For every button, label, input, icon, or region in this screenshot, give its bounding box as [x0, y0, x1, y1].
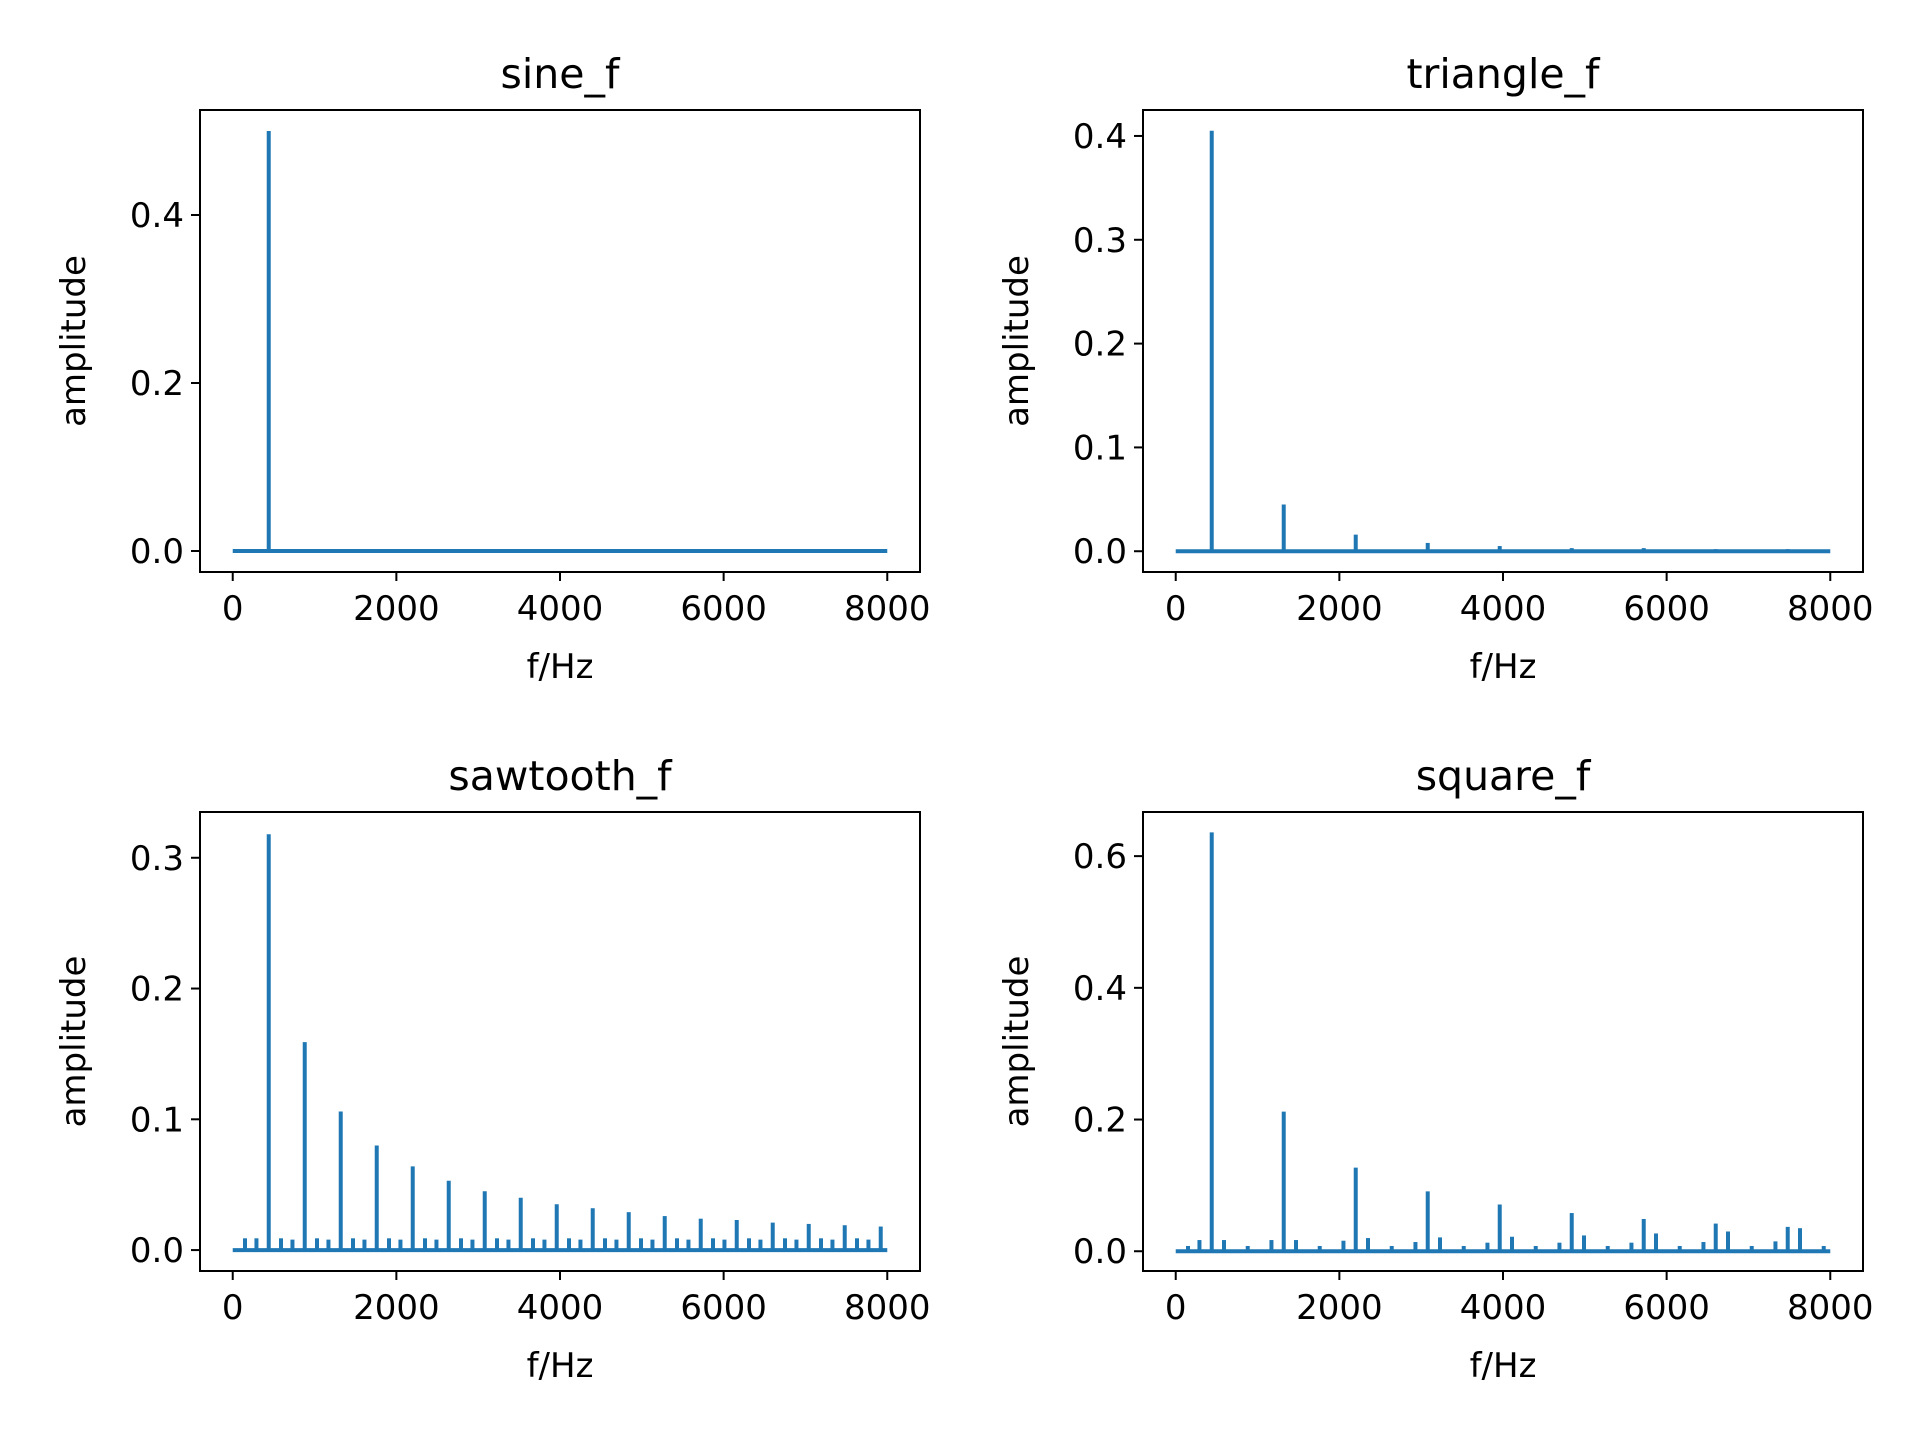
y-tick-label: 0.6: [1073, 837, 1127, 877]
y-axis-label: amplitude: [54, 255, 94, 427]
subplot-title: sine_f: [501, 50, 621, 98]
x-tick-label: 0: [1165, 589, 1187, 629]
y-tick-label: 0.4: [1073, 969, 1127, 1009]
x-tick-label: 8000: [1787, 1288, 1874, 1328]
y-tick-label: 0.2: [1073, 1101, 1127, 1141]
y-tick-label: 0.0: [1073, 1232, 1127, 1272]
y-tick-label: 0.4: [1073, 117, 1127, 157]
y-tick-label: 0.3: [130, 839, 184, 879]
x-tick-label: 6000: [1623, 589, 1710, 629]
y-tick-label: 0.2: [130, 364, 184, 404]
y-tick-label: 0.1: [130, 1100, 184, 1140]
x-tick-label: 0: [222, 1288, 244, 1328]
y-tick-label: 0.3: [1073, 221, 1127, 261]
x-tick-label: 4000: [1460, 589, 1547, 629]
x-tick-label: 4000: [1460, 1288, 1547, 1328]
x-tick-label: 2000: [1296, 589, 1383, 629]
subplot-sawtooth-f: 0 2000 4000 6000 8000 0.0 0.1 0.2 0.3 sawtooth_ff…: [54, 752, 931, 1386]
x-tick-label: 8000: [1787, 589, 1874, 629]
y-axis-label: amplitude: [997, 255, 1037, 427]
y-tick-label: 0.1: [1073, 428, 1127, 468]
y-tick-label: 0.2: [130, 970, 184, 1010]
x-axis-label: f/Hz: [1470, 1346, 1537, 1386]
y-tick-label: 0.4: [130, 196, 184, 236]
subplot-title: sawtooth_f: [448, 752, 673, 800]
x-tick-label: 2000: [353, 1288, 440, 1328]
x-axis-label: f/Hz: [527, 1346, 594, 1386]
x-tick-label: 6000: [680, 1288, 767, 1328]
subplot-sine-f: 0 2000 4000 6000 8000 0.0 0.2 0.4 sine_f f/Hz ampl…: [54, 50, 931, 687]
x-tick-label: 6000: [680, 589, 767, 629]
x-axis-label: f/Hz: [1470, 647, 1537, 687]
x-tick-label: 8000: [844, 1288, 931, 1328]
x-tick-label: 2000: [353, 589, 440, 629]
y-tick-label: 0.2: [1073, 325, 1127, 365]
subplot-square-f: 0 2000 4000 6000 8000 0.0 0.2 0.4 0.6 square_f f/H…: [997, 752, 1874, 1386]
x-tick-label: 6000: [1623, 1288, 1710, 1328]
y-tick-label: 0.0: [1073, 532, 1127, 572]
y-axis-label: amplitude: [997, 956, 1037, 1128]
subplot-title: triangle_f: [1406, 50, 1601, 98]
x-tick-label: 0: [1165, 1288, 1187, 1328]
x-tick-label: 2000: [1296, 1288, 1383, 1328]
y-axis-label: amplitude: [54, 956, 94, 1128]
y-tick-label: 0.0: [130, 1231, 184, 1271]
x-tick-label: 0: [222, 589, 244, 629]
x-axis-label: f/Hz: [527, 647, 594, 687]
subplot-triangle-f: 0 2000 4000 6000 8000 0.0 0.1 0.2 0.3 0.4 triangle…: [997, 50, 1874, 687]
x-tick-label: 8000: [844, 589, 931, 629]
subplot-title: square_f: [1416, 752, 1592, 800]
x-tick-label: 4000: [517, 1288, 604, 1328]
x-tick-label: 4000: [517, 589, 604, 629]
y-tick-label: 0.0: [130, 532, 184, 572]
